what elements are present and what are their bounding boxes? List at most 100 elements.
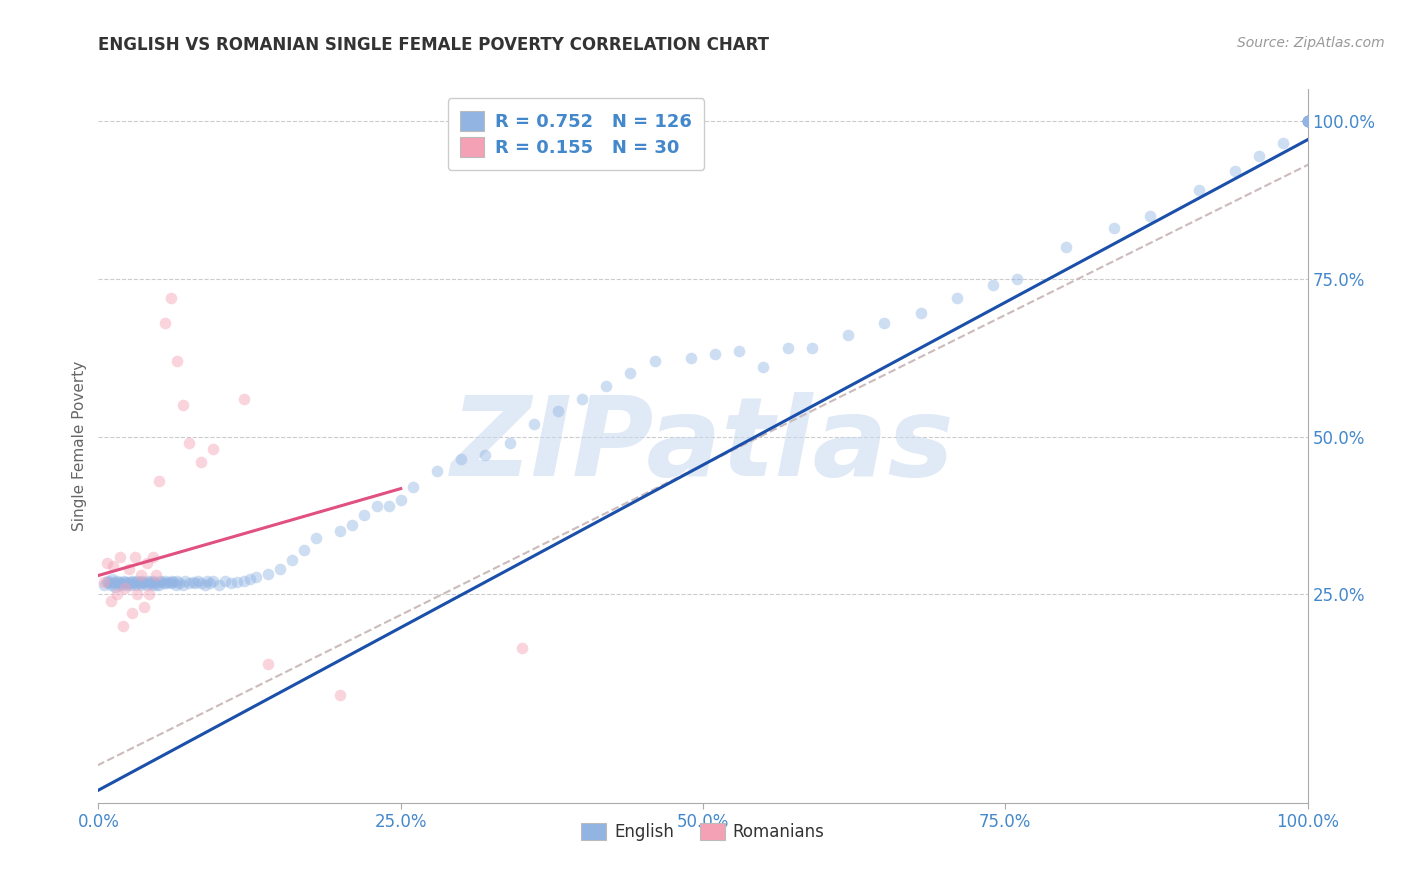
Point <box>1223 164 1246 178</box>
Point <box>245 570 267 584</box>
Point <box>1139 209 1161 223</box>
Point <box>232 392 254 406</box>
Point <box>776 341 799 355</box>
Point <box>111 619 134 633</box>
Point <box>100 578 122 592</box>
Point <box>174 574 197 588</box>
Point <box>114 581 136 595</box>
Point <box>510 641 533 656</box>
Point <box>160 576 183 591</box>
Point <box>104 580 127 594</box>
Point <box>128 576 150 591</box>
Point <box>162 574 184 589</box>
Point <box>873 316 896 330</box>
Point <box>157 574 180 589</box>
Point <box>704 347 727 361</box>
Point <box>105 574 128 588</box>
Point <box>135 556 157 570</box>
Point <box>118 574 141 589</box>
Point <box>127 587 149 601</box>
Text: ENGLISH VS ROMANIAN SINGLE FEMALE POVERTY CORRELATION CHART: ENGLISH VS ROMANIAN SINGLE FEMALE POVERT… <box>98 36 769 54</box>
Point <box>269 562 291 576</box>
Point <box>366 499 388 513</box>
Point <box>131 574 153 588</box>
Point <box>187 574 209 588</box>
Point <box>108 549 131 564</box>
Point <box>547 404 569 418</box>
Point <box>450 451 472 466</box>
Point <box>160 291 183 305</box>
Point <box>202 574 225 588</box>
Point <box>184 576 207 591</box>
Point <box>121 574 143 588</box>
Point <box>93 578 115 592</box>
Text: ZIPatlas: ZIPatlas <box>451 392 955 500</box>
Point <box>169 576 191 591</box>
Point <box>239 572 262 586</box>
Point <box>292 543 315 558</box>
Point <box>132 574 155 589</box>
Point <box>135 578 157 592</box>
Point <box>981 277 1004 292</box>
Point <box>100 593 122 607</box>
Point <box>172 578 194 592</box>
Point <box>1296 113 1319 128</box>
Point <box>100 572 122 586</box>
Point <box>800 341 823 355</box>
Point <box>165 578 187 592</box>
Point <box>111 578 134 592</box>
Point <box>910 306 932 320</box>
Point <box>134 600 156 615</box>
Point <box>179 576 201 591</box>
Point <box>103 574 125 589</box>
Point <box>122 574 145 589</box>
Point <box>1296 113 1319 128</box>
Point <box>124 576 146 591</box>
Point <box>127 574 149 589</box>
Point <box>571 392 593 406</box>
Point <box>523 417 546 431</box>
Point <box>226 574 249 589</box>
Point <box>129 568 152 582</box>
Legend: English, Romanians: English, Romanians <box>575 816 831 848</box>
Point <box>232 574 254 588</box>
Point <box>1272 136 1295 150</box>
Y-axis label: Single Female Poverty: Single Female Poverty <box>72 361 87 531</box>
Point <box>305 531 328 545</box>
Point <box>1249 148 1271 162</box>
Point <box>136 574 159 588</box>
Point <box>644 353 666 368</box>
Point <box>141 578 163 592</box>
Point <box>127 574 149 588</box>
Point <box>166 574 188 588</box>
Point <box>256 657 278 671</box>
Point <box>214 574 236 588</box>
Point <box>190 576 212 591</box>
Point <box>101 559 124 574</box>
Point <box>138 574 160 589</box>
Point <box>342 517 364 532</box>
Point <box>98 576 121 591</box>
Point <box>1296 113 1319 128</box>
Point <box>402 480 425 494</box>
Point <box>134 576 156 591</box>
Point <box>150 574 173 589</box>
Point <box>115 576 138 591</box>
Point <box>142 574 165 588</box>
Point <box>389 492 412 507</box>
Point <box>96 556 118 570</box>
Point <box>145 568 167 582</box>
Point <box>142 549 165 564</box>
Point <box>353 508 375 523</box>
Point <box>97 574 120 588</box>
Point <box>155 576 177 591</box>
Point <box>129 578 152 592</box>
Point <box>153 574 176 588</box>
Point <box>195 574 218 588</box>
Point <box>1296 113 1319 128</box>
Point <box>172 398 194 412</box>
Point <box>96 574 118 589</box>
Point <box>194 578 217 592</box>
Point <box>1296 113 1319 128</box>
Point <box>121 607 143 621</box>
